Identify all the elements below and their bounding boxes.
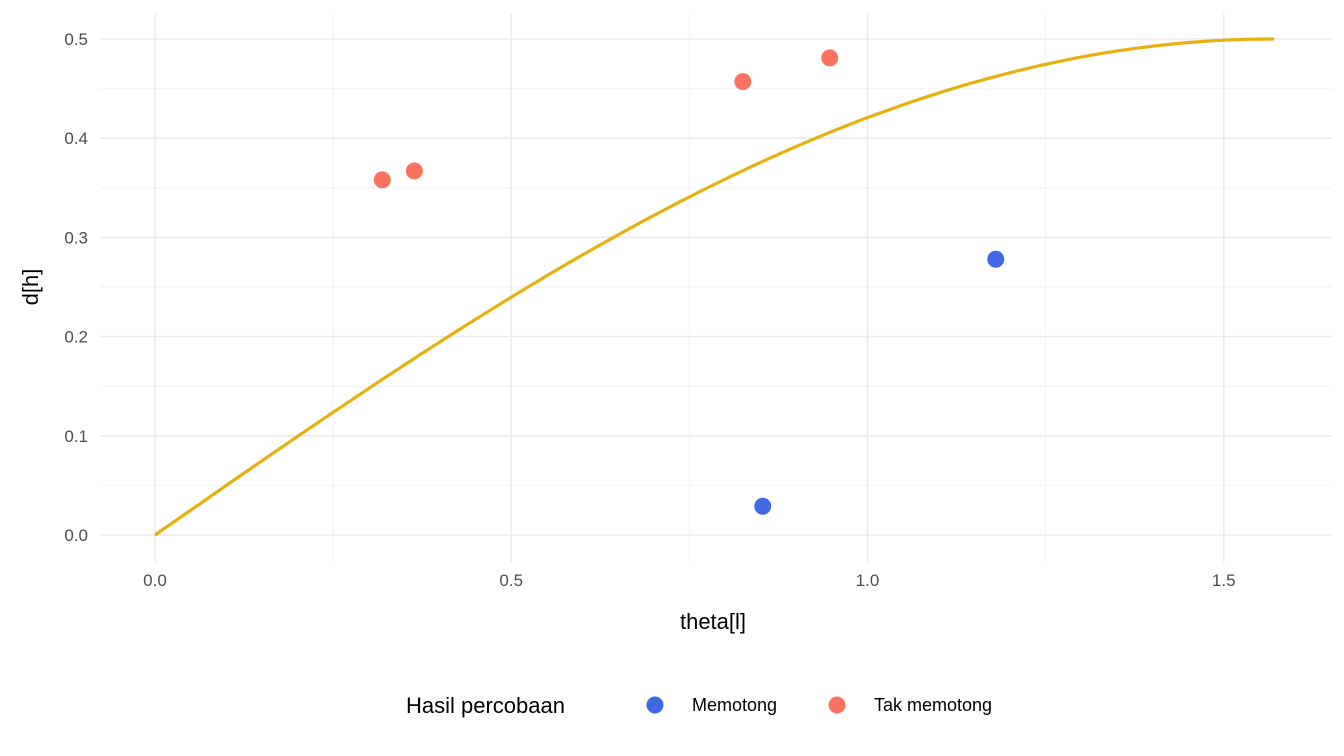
y-tick-label: 0.0 [64, 526, 88, 545]
y-axis-label: d[h] [18, 269, 43, 306]
legend-key-tak-memotong [828, 696, 846, 714]
data-point-memotong [754, 497, 772, 515]
data-point-tak-memotong [373, 171, 391, 189]
data-point-tak-memotong [734, 73, 752, 91]
y-tick-label: 0.4 [64, 129, 88, 148]
y-tick-label: 0.2 [64, 328, 88, 347]
legend: Hasil percobaan Memotong Tak memotong [406, 693, 992, 718]
legend-label-tak-memotong: Tak memotong [874, 695, 992, 715]
legend-key-memotong [646, 696, 664, 714]
grid [100, 14, 1332, 562]
legend-label-memotong: Memotong [692, 695, 777, 715]
curve-layer [154, 37, 1275, 537]
x-tick-label: 0.5 [499, 571, 523, 590]
x-tick-label: 1.5 [1212, 571, 1236, 590]
data-point-tak-memotong [405, 162, 423, 180]
data-point-tak-memotong [821, 49, 839, 67]
y-tick-label: 0.3 [64, 228, 88, 247]
points-layer [373, 49, 1005, 515]
x-tick-label: 1.0 [856, 571, 880, 590]
data-point-memotong [987, 250, 1005, 268]
legend-title: Hasil percobaan [406, 693, 565, 718]
curve-line [154, 37, 1275, 537]
y-tick-label: 0.5 [64, 30, 88, 49]
y-tick-label: 0.1 [64, 427, 88, 446]
x-tick-label: 0.0 [143, 571, 167, 590]
tick-labels: 0.0 0.5 1.0 1.5 0.0 0.1 0.2 0.3 0.4 0.5 [64, 30, 1235, 590]
x-axis-label: theta[l] [680, 609, 746, 634]
